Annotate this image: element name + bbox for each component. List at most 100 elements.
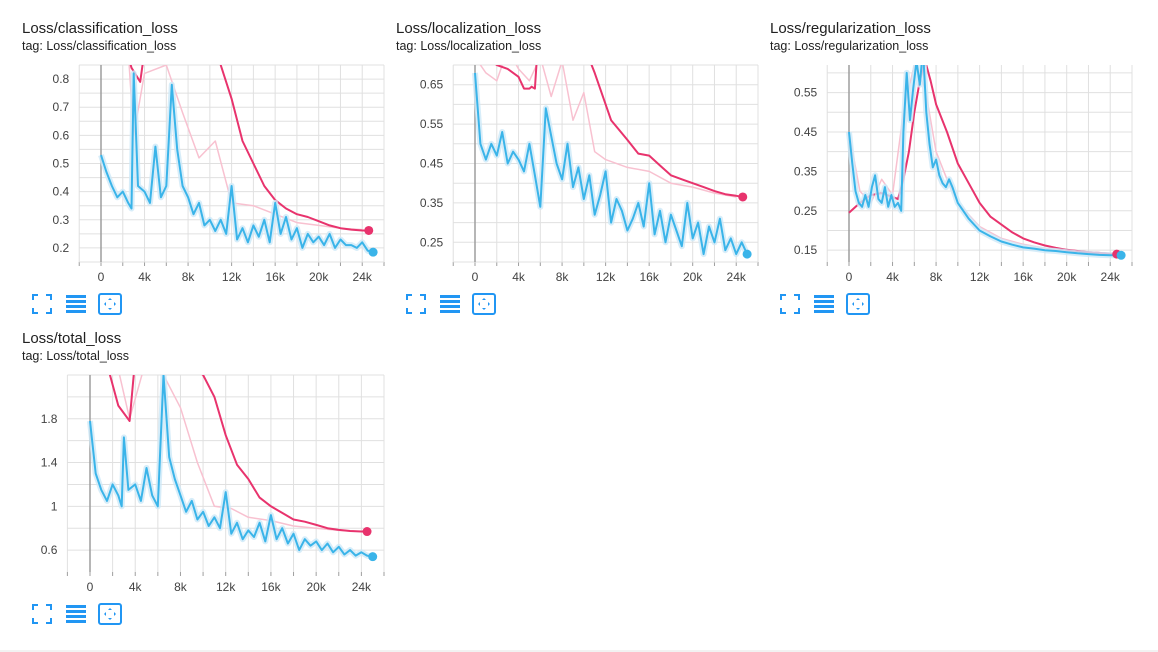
chart-card-total-loss: Loss/total_loss tag: Loss/total_loss 0 4k… [0,310,385,625]
card-title: Loss/localization_loss [396,20,542,37]
y-tick-label: 0.55 [420,117,444,131]
series-line-raw-halo [846,65,1122,259]
fullscreen-icon[interactable] [778,292,802,316]
series-line-faint [118,375,362,533]
data-table-icon[interactable] [438,292,462,316]
x-tick-label: 4k [129,580,143,594]
fullscreen-icon[interactable] [30,602,54,626]
x-tick-label: 0 [846,270,853,284]
series-line-raw [89,375,373,558]
y-tick-label: 0.15 [794,243,818,257]
card-tag: tag: Loss/classification_loss [22,39,177,53]
chart-card-localization-loss: Loss/localization_loss tag: Loss/localiz… [374,0,759,315]
series-endpoint-smoothed [362,527,372,537]
y-tick-label: 0.6 [41,543,58,557]
x-tick-label: 8k [556,270,570,284]
card-toolbar [404,292,504,316]
y-tick-label: 1 [51,499,58,513]
line-chart[interactable]: 0 4k 8k 12k 16k 20k 24k 0.25 0.35 0.45 0.55 0.65 [374,0,764,290]
fullscreen-icon[interactable] [30,292,54,316]
series-group [846,65,1122,259]
data-table-icon[interactable] [64,292,88,316]
x-tick-label: 24k [352,580,372,594]
card-toolbar [778,292,878,316]
series-line-raw [474,72,749,256]
x-tick-label: 20k [1057,270,1077,284]
x-tick-label: 12k [596,270,616,284]
x-tick-label: 16k [261,580,281,594]
card-title: Loss/classification_loss [22,20,178,37]
fit-to-domain-icon[interactable] [846,292,870,316]
fullscreen-icon[interactable] [404,292,428,316]
y-tick-label: 0.8 [53,72,70,86]
series-endpoint-raw [1116,250,1126,260]
data-table-icon[interactable] [812,292,836,316]
x-tick-label: 20k [683,270,703,284]
y-tick-label: 0.25 [794,204,818,218]
divider [0,650,1158,652]
x-tick-label: 24k [1101,270,1121,284]
card-tag: tag: Loss/regularization_loss [770,39,929,53]
y-tick-label: 0.3 [53,213,70,227]
x-tick-label: 8k [930,270,944,284]
line-chart[interactable]: 0 4k 8k 12k 16k 20k 24k 0.15 0.25 0.35 0.45 0.55 [748,0,1138,290]
series-endpoint-smoothed [738,192,748,202]
chart-card-classification-loss: Loss/classification_loss tag: Loss/class… [0,0,385,315]
x-tick-label: 4k [512,270,526,284]
series-line-smoothed [108,375,367,533]
x-tick-label: 12k [216,580,236,594]
card-toolbar [30,602,130,626]
x-tick-label: 8k [182,270,196,284]
x-tick-label: 8k [174,580,188,594]
line-chart[interactable]: 0 4k 8k 12k 16k 20k 24k 0.2 0.3 0.4 0.5 0.6 0.7 0.8 [0,0,390,290]
y-tick-label: 1.4 [41,456,58,470]
line-chart[interactable]: 0 4k 8k 12k 16k 20k 24k 0.6 1 1.4 1.8 [0,310,390,600]
x-tick-label: 12k [222,270,242,284]
x-tick-label: 12k [970,270,990,284]
series-line-faint [479,65,737,198]
card-toolbar [30,292,130,316]
y-tick-label: 0.7 [53,100,70,114]
y-tick-label: 0.55 [794,86,818,100]
series-line-raw [100,72,374,254]
series-group [472,65,750,258]
chart-card-regularization-loss: Loss/regularization_loss tag: Loss/regul… [748,0,1133,315]
series-line-raw [848,65,1122,257]
x-tick-label: 16k [639,270,659,284]
y-tick-label: 0.45 [794,125,818,139]
y-tick-label: 0.4 [53,185,70,199]
x-tick-label: 4k [886,270,900,284]
x-tick-label: 20k [306,580,326,594]
fit-to-domain-icon[interactable] [98,292,122,316]
y-tick-label: 0.5 [53,157,70,171]
card-tag: tag: Loss/localization_loss [396,39,542,53]
y-tick-label: 1.8 [41,412,58,426]
card-tag: tag: Loss/total_loss [22,349,130,363]
series-group [87,375,374,560]
y-tick-label: 0.6 [53,128,70,142]
card-title: Loss/regularization_loss [770,20,931,37]
series-endpoint-raw [368,552,378,562]
x-tick-label: 24k [727,270,747,284]
y-tick-label: 0.2 [53,241,70,255]
fit-to-domain-icon[interactable] [98,602,122,626]
x-tick-label: 16k [1013,270,1033,284]
y-tick-label: 0.65 [420,78,444,92]
fit-to-domain-icon[interactable] [472,292,496,316]
series-line-faint [128,65,363,231]
y-tick-label: 0.25 [420,235,444,249]
data-table-icon[interactable] [64,602,88,626]
x-tick-label: 24k [353,270,373,284]
series-endpoint-raw [742,249,752,259]
card-title: Loss/total_loss [22,330,122,347]
x-tick-label: 20k [309,270,329,284]
y-tick-label: 0.35 [794,164,818,178]
x-tick-label: 0 [87,580,94,594]
x-tick-label: 0 [472,270,479,284]
series-endpoint-smoothed [364,225,374,235]
series-line-smoothed [495,65,743,198]
x-tick-label: 0 [98,270,105,284]
series-line-smoothed [848,65,1117,256]
series-line-smoothed [129,65,369,232]
x-tick-label: 4k [138,270,152,284]
